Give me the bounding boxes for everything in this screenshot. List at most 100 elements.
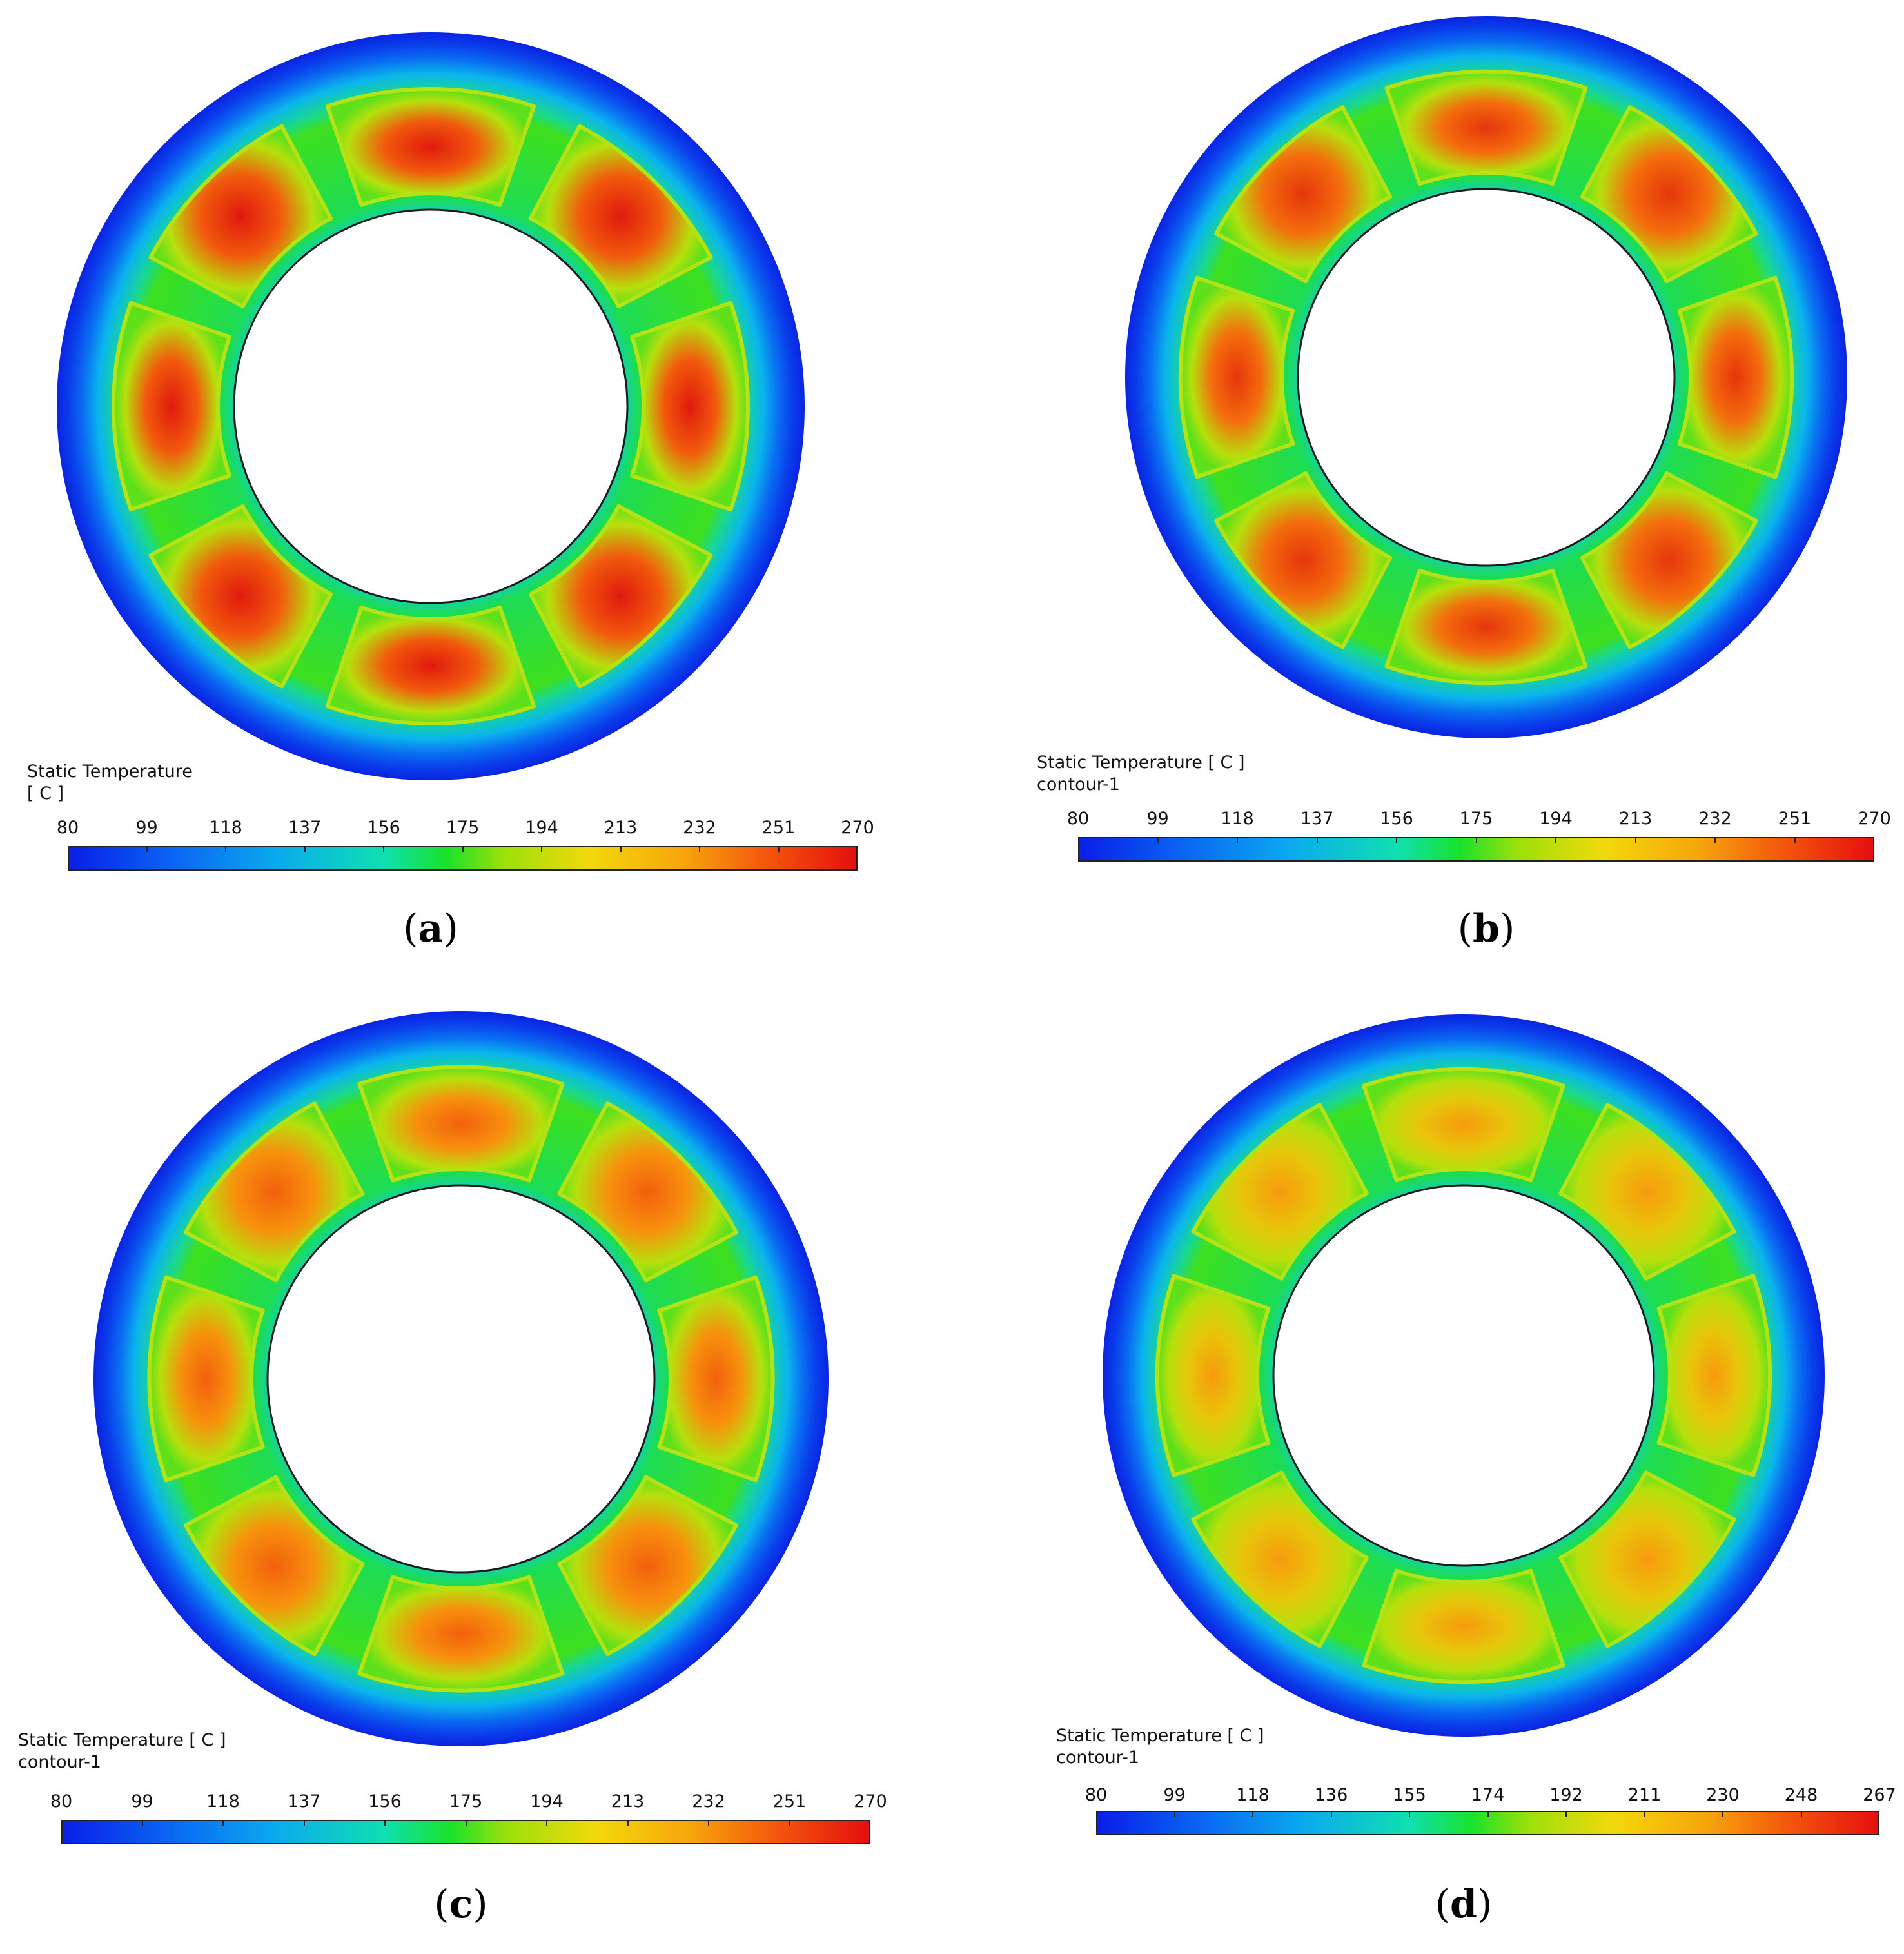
colorbar-tick-label: 213	[604, 818, 638, 838]
hot-region	[1384, 568, 1588, 686]
colorbar-tick-mark	[1316, 837, 1318, 843]
colorbar-tick-label: 232	[683, 818, 716, 838]
colorbar-tick-label: 213	[1618, 809, 1653, 829]
colorbar-tick-label: 175	[1459, 809, 1493, 829]
hot-region	[1580, 105, 1758, 284]
hot-region	[1178, 275, 1295, 479]
colorbar-tick-mark	[1475, 837, 1477, 843]
colorbar-tick-mark	[462, 846, 464, 852]
colorbar-tick-label: 118	[1236, 1785, 1270, 1805]
colorbar-tick-label: 251	[772, 1791, 807, 1811]
hot-region	[357, 1065, 565, 1183]
colorbar-tick-label: 118	[1221, 809, 1254, 829]
hot-region	[557, 1101, 738, 1283]
colorbar-tick-mark	[1722, 1811, 1723, 1817]
colorbar-tick-label: 270	[854, 1791, 887, 1811]
colorbar-tick-label: 251	[1778, 809, 1812, 829]
inner-hole	[266, 1184, 656, 1574]
colorbar-tick-label: 80	[1084, 1785, 1108, 1805]
colorbar-tick-mark	[1644, 1811, 1645, 1817]
colorbar-tick-label: 192	[1549, 1785, 1583, 1805]
colorbar-tick-mark	[141, 1820, 143, 1826]
hot-region	[657, 1275, 775, 1483]
colorbar-tick-label: 211	[1627, 1785, 1662, 1805]
colorbar-tick-label: 194	[525, 818, 558, 838]
inner-hole	[1297, 188, 1676, 567]
colorbar-tick-mark	[146, 846, 148, 852]
colorbar-tick-mark	[1409, 1811, 1410, 1817]
colorbar-tick-mark	[1565, 1811, 1567, 1817]
colorbar-tick-mark	[1634, 837, 1636, 843]
colorbar-tick-label: 267	[1863, 1785, 1896, 1805]
colorbar-tick-label: 99	[1146, 809, 1169, 829]
hot-region	[1677, 275, 1794, 479]
caption-c: (c)	[434, 1882, 488, 1927]
colorbar-tick-label: 155	[1393, 1785, 1426, 1805]
hot-region	[1656, 1274, 1772, 1477]
colorbar-tick-label: 232	[1698, 809, 1732, 829]
colorbar-tick-label: 99	[1163, 1785, 1186, 1805]
hot-region	[1558, 1470, 1736, 1648]
colorbar-tick-mark	[222, 1820, 224, 1826]
colorbar-tick-mark	[1237, 837, 1238, 843]
legend-title-c: Static Temperature [ C ] contour-1	[18, 1730, 226, 1772]
colorbar-tick-mark	[1252, 1811, 1253, 1817]
colorbar-tick-mark	[541, 846, 542, 852]
colorbar-tick-label: 137	[1300, 809, 1334, 829]
hot-region	[325, 87, 536, 207]
colorbar-tick-label: 99	[135, 818, 158, 838]
colorbar-tick-label: 99	[131, 1791, 153, 1811]
colorbar-tick-mark	[1396, 837, 1397, 843]
colorbar-tick-label: 80	[1066, 809, 1090, 829]
colorbar-tick-label: 118	[206, 1791, 240, 1811]
hot-region	[184, 1475, 365, 1656]
hot-region	[147, 1275, 265, 1483]
colorbar-tick-label: 174	[1471, 1785, 1505, 1805]
colorbar-tick-mark	[778, 846, 780, 852]
colorbar-tick-label: 80	[56, 818, 79, 838]
inner-hole	[233, 208, 629, 604]
colorbar-tick-mark	[225, 846, 226, 852]
colorbar-tick-mark	[304, 846, 306, 852]
colorbar-tick-label: 251	[761, 818, 796, 838]
colorbar-tick-label: 194	[530, 1791, 564, 1811]
hot-region	[148, 504, 333, 689]
colorbar-tick-mark	[1487, 1811, 1489, 1817]
colorbar-tick-mark	[1714, 837, 1716, 843]
hot-region	[1580, 471, 1758, 649]
hot-region	[1191, 1103, 1369, 1281]
colorbar-tick-label: 156	[1380, 809, 1413, 829]
colorbar-tick-mark	[303, 1820, 305, 1826]
hot-region	[1191, 1470, 1369, 1648]
colorbar-tick-mark	[465, 1820, 467, 1826]
hot-region	[1384, 69, 1588, 186]
colorbar-tick-label: 175	[449, 1791, 483, 1811]
colorbar-tick-mark	[384, 1820, 386, 1826]
legend-title-d: Static Temperature [ C ] contour-1	[1056, 1726, 1264, 1768]
colorbar-tick-label: 213	[611, 1791, 645, 1811]
colorbar-tick-label: 137	[287, 1791, 321, 1811]
hot-region	[528, 124, 713, 309]
colorbar-tick-mark	[789, 1820, 790, 1826]
hot-region	[357, 1575, 565, 1693]
hot-region	[1214, 471, 1393, 649]
colorbar-tick-label: 136	[1314, 1785, 1348, 1805]
hot-region	[630, 301, 751, 512]
hot-region	[557, 1475, 738, 1656]
colorbar-tick-mark	[1157, 837, 1159, 843]
caption-d: (d)	[1435, 1882, 1493, 1927]
hot-region	[1362, 1067, 1565, 1183]
hot-region	[1362, 1568, 1565, 1684]
legend-title-b: Static Temperature [ C ] contour-1	[1037, 753, 1245, 794]
hot-region	[1558, 1103, 1736, 1281]
colorbar-tick-mark	[1330, 1811, 1332, 1817]
colorbar-tick-label: 194	[1539, 809, 1573, 829]
colorbar-tick-mark	[1173, 1811, 1175, 1817]
colorbar-tick-label: 232	[692, 1791, 725, 1811]
hot-region	[112, 301, 231, 512]
colorbar-tick-mark	[383, 846, 384, 852]
colorbar-tick-label: 156	[368, 1791, 402, 1811]
colorbar-tick-mark	[1800, 1811, 1802, 1817]
